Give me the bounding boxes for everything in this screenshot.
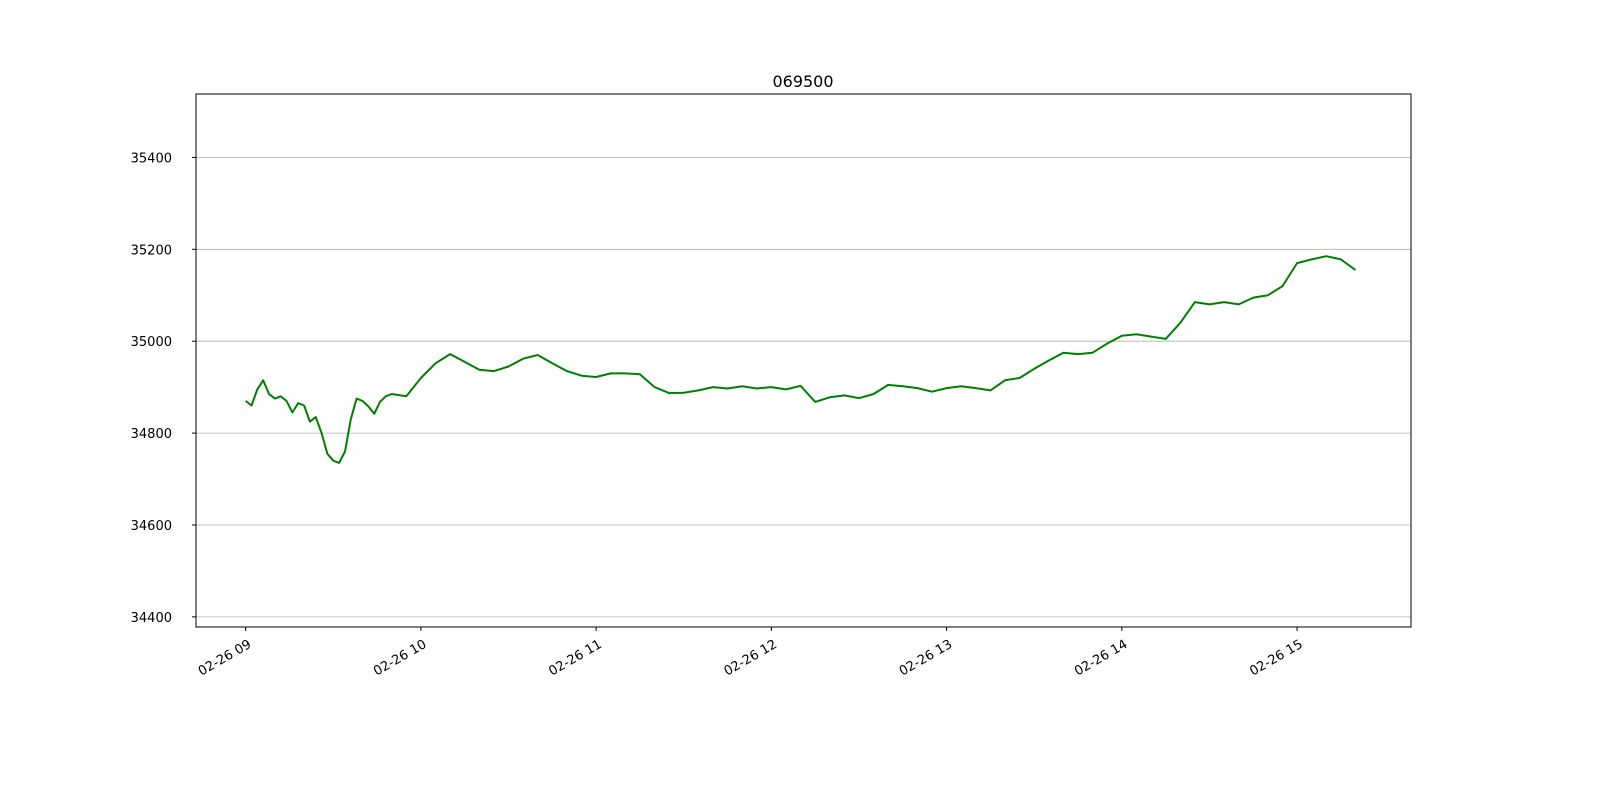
y-tick-label: 34400: [131, 611, 172, 626]
y-axis: 34400 34600 34800 35000 35200 35400: [131, 151, 196, 626]
y-tick-label: 35400: [131, 151, 172, 166]
chart-title: 069500: [772, 72, 833, 91]
gridlines: [196, 157, 1411, 618]
series-group: [245, 255, 1357, 464]
y-tick-label: 34600: [131, 519, 172, 534]
series-line: [245, 255, 1357, 464]
y-tick-label: 35200: [131, 243, 172, 258]
y-tick-label: 34800: [131, 427, 172, 442]
y-tick-label: 35000: [131, 335, 172, 350]
plot-frame: [195, 93, 1412, 628]
